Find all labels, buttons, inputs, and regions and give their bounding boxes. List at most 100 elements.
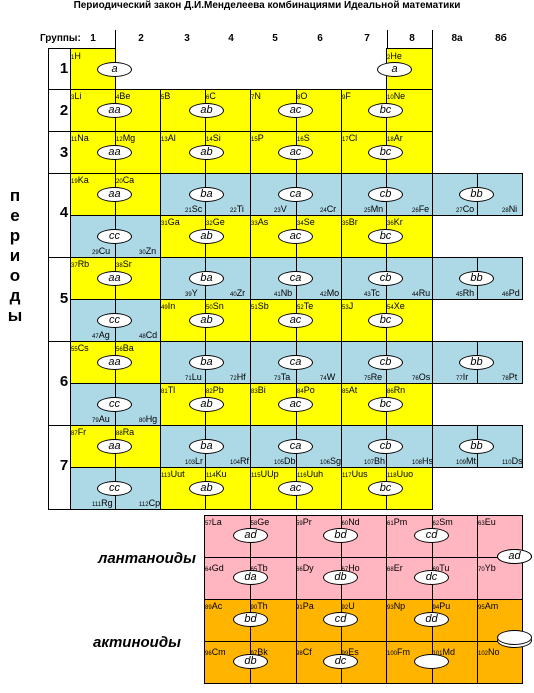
group-label: 5 <box>272 33 278 44</box>
element-symbol: 93Np <box>387 601 406 611</box>
cell-divider <box>341 299 342 341</box>
element-symbol: 79Au <box>92 414 110 424</box>
element-symbol: 71Lu <box>185 372 202 382</box>
element-symbol: 40Zr <box>230 288 246 298</box>
cell-divider <box>160 89 161 131</box>
periods-word-letter: р <box>9 226 21 245</box>
element-symbol: 103Lr <box>185 456 204 466</box>
combination-oval: ab <box>189 145 224 160</box>
combination-oval: ab <box>189 481 224 496</box>
element-symbol: 9F <box>342 91 351 101</box>
element-symbol: 28Ni <box>502 204 518 214</box>
combination-oval: cb <box>368 439 403 454</box>
combination-oval: aa <box>97 103 132 118</box>
element-symbol: 64Gd <box>205 563 224 573</box>
combination-oval: aa <box>97 187 132 202</box>
combination-oval: a <box>97 62 132 77</box>
cell-divider <box>477 641 478 683</box>
group-label: 8 <box>409 33 415 44</box>
period-bracket <box>48 48 70 49</box>
period-bracket <box>48 173 70 174</box>
cell-divider <box>341 173 342 215</box>
element-symbol: 85At <box>342 385 358 395</box>
combination-oval: ab <box>189 229 224 244</box>
element-symbol: 94Pu <box>432 601 451 611</box>
combination-oval: dc <box>414 570 449 585</box>
cell-divider <box>250 383 251 425</box>
group-label: 4 <box>228 33 234 44</box>
cell-divider <box>432 173 433 215</box>
element-symbol: 87Fr <box>71 427 87 437</box>
element-symbol: 59Pr <box>296 517 312 527</box>
combination-oval: cd <box>414 528 449 543</box>
element-symbol: 19Ka <box>71 175 89 185</box>
combination-oval: ac <box>278 145 313 160</box>
group-divider <box>115 30 116 48</box>
period-bracket <box>48 89 70 90</box>
combination-oval: ac <box>278 313 313 328</box>
cell-divider <box>341 341 342 383</box>
element-symbol: 33As <box>251 217 269 227</box>
cell-divider <box>341 257 342 299</box>
element-symbol: 27Co <box>456 204 475 214</box>
element-symbol: 68Er <box>387 563 403 573</box>
lanthanides-label: лантаноиды <box>98 550 196 567</box>
element-symbol: 56Ba <box>116 343 134 353</box>
combination-oval: ca <box>278 439 313 454</box>
element-symbol: 86Rn <box>387 385 406 395</box>
combination-oval: bc <box>368 481 403 496</box>
element-symbol: 91Pa <box>296 601 314 611</box>
element-symbol: 16S <box>297 133 310 143</box>
combination-oval: cb <box>368 187 403 202</box>
element-symbol: 110Ds <box>502 456 523 466</box>
element-symbol: 88Ra <box>116 427 135 437</box>
group-label: 1 <box>90 33 96 44</box>
group-label: 7 <box>364 33 370 44</box>
element-symbol: 41Nb <box>274 288 293 298</box>
period-bracket <box>48 48 49 510</box>
cell-divider <box>386 599 387 641</box>
element-symbol: 22Ti <box>230 204 244 214</box>
element-symbol: 74W <box>320 372 336 382</box>
element-symbol: 13Al <box>161 133 176 143</box>
element-symbol: 102No <box>478 647 500 657</box>
cell-divider <box>296 641 297 683</box>
element-symbol: 12Mg <box>116 133 136 143</box>
periods-word-letter: е <box>10 206 20 225</box>
element-symbol: 55Cs <box>71 343 89 353</box>
element-symbol: 107Bh <box>364 456 386 466</box>
cell-divider <box>250 341 251 383</box>
cell-divider <box>250 173 251 215</box>
groups-prefix: Группы: <box>40 33 81 44</box>
combination-oval <box>414 654 449 669</box>
cell-divider <box>250 425 251 467</box>
element-symbol: 17Cl <box>342 133 358 143</box>
cell-divider <box>250 131 251 173</box>
combination-oval: ba <box>189 439 224 454</box>
element-symbol: 54Xe <box>387 301 405 311</box>
element-symbol: 75Re <box>364 372 383 382</box>
cell-divider <box>341 383 342 425</box>
element-symbol: 98Cf <box>296 647 312 657</box>
combination-oval: bb <box>459 271 494 286</box>
element-symbol: 90Th <box>250 601 268 611</box>
element-symbol: 115UUp <box>251 469 279 479</box>
element-symbol: 45Rh <box>456 288 475 298</box>
element-symbol: 113Uut <box>161 469 185 479</box>
combination-oval: aa <box>97 271 132 286</box>
element-symbol: 95Am <box>478 601 499 611</box>
element-symbol: 62Sm <box>432 517 453 527</box>
element-symbol: 38Sr <box>116 259 132 269</box>
period-bracket <box>48 341 70 342</box>
element-symbol: 61Pm <box>387 517 408 527</box>
period-bracket <box>48 257 70 258</box>
cell-divider <box>477 599 478 641</box>
cell-divider <box>250 257 251 299</box>
lanthanides-block-1 <box>204 515 523 558</box>
element-symbol: 112Cp <box>139 498 161 508</box>
element-symbol: 106Sg <box>320 456 342 466</box>
element-symbol: 118Uuo <box>387 469 414 479</box>
actinides-label: актиноиды <box>93 634 181 651</box>
element-symbol: 43Tc <box>364 288 380 298</box>
element-symbol: 81Tl <box>161 385 176 395</box>
